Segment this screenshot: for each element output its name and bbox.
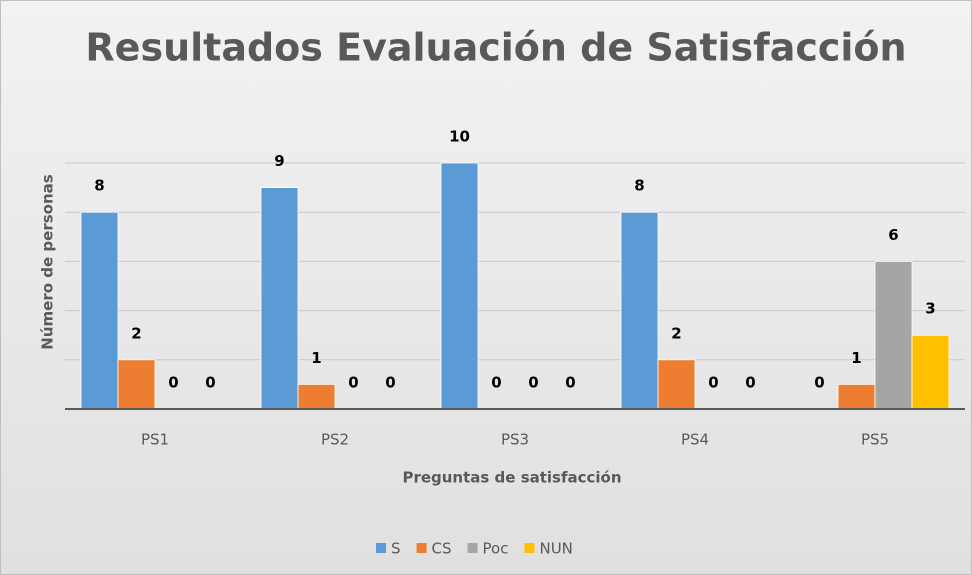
data-label: 8 <box>634 177 644 195</box>
bar <box>80 211 119 410</box>
data-label: 0 <box>708 374 718 392</box>
bar <box>117 359 156 410</box>
data-label: 6 <box>888 226 898 244</box>
legend-label: S <box>391 540 401 558</box>
data-label: 9 <box>274 152 284 170</box>
legend-label: NUN <box>539 540 572 558</box>
data-label: 0 <box>528 374 538 392</box>
legend-label: Poc <box>483 540 509 558</box>
x-tick-label: PS5 <box>861 431 889 449</box>
data-label: 2 <box>131 324 141 342</box>
chart-title: Resultados Evaluación de Satisfacción <box>85 26 906 70</box>
data-label: 0 <box>745 374 755 392</box>
y-axis-title: Número de personas <box>39 174 57 349</box>
bar <box>911 334 950 410</box>
data-label: 3 <box>925 300 935 318</box>
data-label: 0 <box>814 374 824 392</box>
bar <box>440 162 479 410</box>
legend-swatch <box>416 543 427 553</box>
legend-label: CS <box>432 540 452 558</box>
bar <box>657 359 696 410</box>
bar <box>260 187 299 410</box>
legend-swatch <box>467 543 478 553</box>
data-label: 10 <box>449 128 470 146</box>
data-label: 0 <box>385 374 395 392</box>
data-label: 1 <box>311 349 321 367</box>
data-label: 2 <box>671 324 681 342</box>
x-tick-label: PS3 <box>501 431 529 449</box>
legend-swatch <box>524 543 535 553</box>
x-axis-title: Preguntas de satisfacción <box>402 469 621 487</box>
x-tick-label: PS2 <box>321 431 349 449</box>
data-label: 1 <box>851 349 861 367</box>
data-label: 8 <box>94 177 104 195</box>
bar <box>297 383 336 410</box>
data-label: 0 <box>491 374 501 392</box>
x-tick-label: PS1 <box>141 431 169 449</box>
data-label: 0 <box>205 374 215 392</box>
data-label: 0 <box>348 374 358 392</box>
data-label: 0 <box>565 374 575 392</box>
data-label: 0 <box>168 374 178 392</box>
bar <box>837 383 876 410</box>
bar <box>620 211 659 410</box>
x-tick-label: PS4 <box>681 431 709 449</box>
bar <box>874 260 913 410</box>
legend-swatch <box>376 543 386 553</box>
